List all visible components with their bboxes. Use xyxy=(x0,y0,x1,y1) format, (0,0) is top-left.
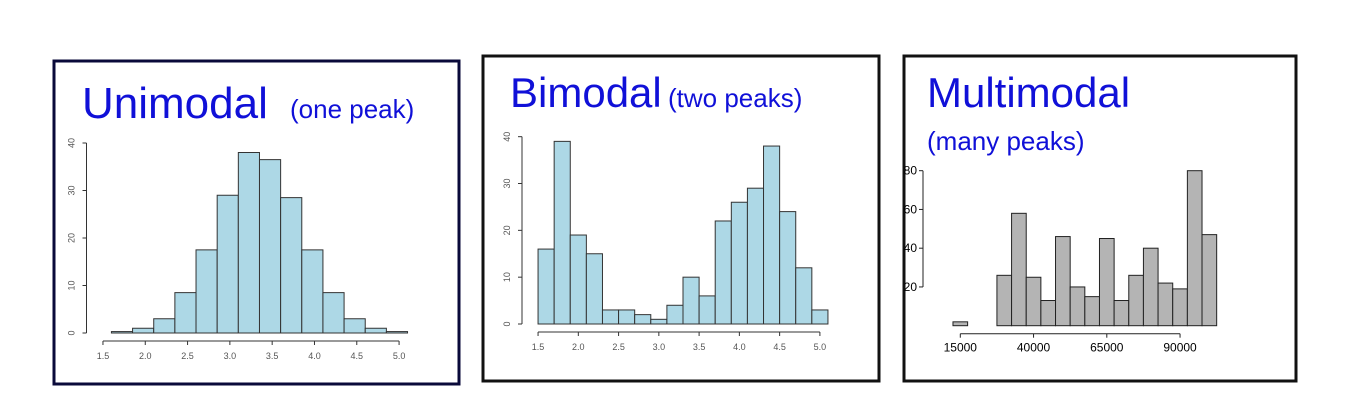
bar xyxy=(634,314,652,325)
x-tick-label: 2.0 xyxy=(139,351,152,361)
y-tick-label: 0 xyxy=(502,321,512,326)
bar xyxy=(280,197,303,334)
y-tick-label: 40 xyxy=(904,241,918,255)
bar xyxy=(1113,300,1130,327)
panel-frame xyxy=(902,54,1298,383)
panel-frame xyxy=(481,54,881,383)
y-tick-label: 40 xyxy=(502,132,512,142)
bar xyxy=(746,187,765,325)
bar xyxy=(537,248,555,325)
y-tick-label: 40 xyxy=(67,138,77,148)
bar xyxy=(1069,286,1086,327)
bar xyxy=(1157,282,1174,327)
chart-title: Bimodal xyxy=(510,69,662,116)
bar xyxy=(618,309,636,325)
y-tick-label: 80 xyxy=(904,164,918,178)
x-tick-label: 3.5 xyxy=(266,351,279,361)
bar xyxy=(996,274,1013,327)
bar xyxy=(666,304,684,325)
bar xyxy=(1011,212,1027,327)
x-tick-label: 65000 xyxy=(1090,341,1124,355)
x-tick-label: 1.5 xyxy=(532,342,545,352)
bar xyxy=(1142,247,1159,327)
x-tick-label: 2.5 xyxy=(181,351,194,361)
bar xyxy=(569,234,587,325)
y-tick-label: 10 xyxy=(67,280,77,290)
chart-title: Multimodal xyxy=(927,69,1130,116)
bar xyxy=(216,194,239,334)
bar xyxy=(795,267,813,325)
bar xyxy=(730,201,748,325)
bar xyxy=(132,327,155,334)
bar xyxy=(952,321,969,327)
bar xyxy=(258,159,282,334)
bar xyxy=(110,331,134,334)
bar xyxy=(811,309,829,325)
x-tick-label: 4.0 xyxy=(308,351,321,361)
bar xyxy=(1172,288,1188,327)
bar xyxy=(763,145,781,325)
y-tick-label: 20 xyxy=(904,280,918,294)
bar xyxy=(553,140,571,325)
x-tick-label: 3.0 xyxy=(224,351,237,361)
x-tick-label: 1.5 xyxy=(97,351,110,361)
bar xyxy=(153,318,176,334)
bar xyxy=(343,318,366,334)
y-tick-label: 0 xyxy=(67,330,77,335)
bar xyxy=(1128,274,1144,327)
x-tick-label: 3.5 xyxy=(693,342,706,352)
bar xyxy=(322,292,345,334)
bar xyxy=(650,318,668,325)
chart-subtitle: (one peak) xyxy=(290,94,414,124)
bar xyxy=(779,211,797,325)
bar xyxy=(1055,236,1071,327)
bar xyxy=(195,249,218,334)
bar xyxy=(714,220,732,325)
y-tick-label: 30 xyxy=(502,179,512,189)
y-tick-label: 60 xyxy=(904,202,918,216)
bar xyxy=(682,276,700,325)
bar xyxy=(1025,276,1042,327)
y-tick-label: 10 xyxy=(502,272,512,282)
bar xyxy=(174,292,197,334)
x-tick-label: 4.0 xyxy=(733,342,746,352)
bar xyxy=(1186,170,1203,327)
bar xyxy=(1084,296,1100,327)
x-tick-label: 2.5 xyxy=(612,342,625,352)
x-tick-label: 5.0 xyxy=(393,351,406,361)
x-tick-label: 2.0 xyxy=(572,342,585,352)
bar xyxy=(385,331,409,334)
bar xyxy=(237,152,260,334)
x-tick-label: 3.0 xyxy=(653,342,666,352)
y-tick-label: 20 xyxy=(67,233,77,243)
bar xyxy=(1201,234,1218,327)
y-tick-label: 30 xyxy=(67,185,77,195)
bar xyxy=(698,295,716,325)
bar xyxy=(301,249,324,334)
x-tick-label: 90000 xyxy=(1163,341,1197,355)
chart-subtitle: (two peaks) xyxy=(668,83,802,113)
x-tick-label: 4.5 xyxy=(351,351,364,361)
x-tick-label: 5.0 xyxy=(814,342,827,352)
bar xyxy=(1098,238,1115,327)
bar xyxy=(1040,300,1057,327)
chart-title: Unimodal xyxy=(82,79,268,128)
bar xyxy=(585,253,603,325)
x-tick-label: 15000 xyxy=(944,341,978,355)
chart-subtitle: (many peaks) xyxy=(927,126,1085,156)
bar xyxy=(601,309,620,325)
y-tick-label: 20 xyxy=(502,225,512,235)
x-tick-label: 4.5 xyxy=(773,342,786,352)
x-tick-label: 40000 xyxy=(1017,341,1051,355)
bar xyxy=(364,327,387,334)
